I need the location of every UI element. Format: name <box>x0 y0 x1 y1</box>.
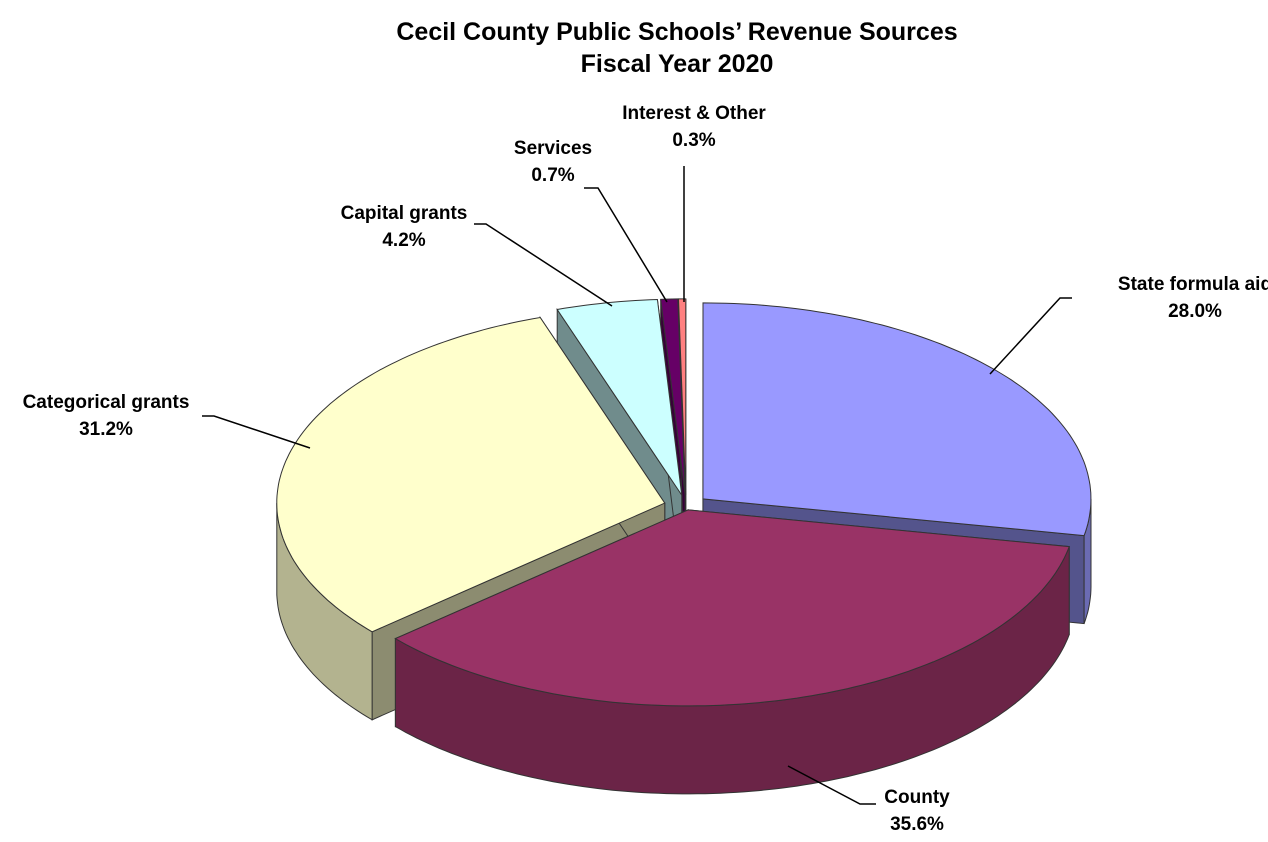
leader-line-capital-grants <box>474 223 613 307</box>
leader-line-services <box>584 187 668 303</box>
slice-value-capital-grants: 4.2% <box>382 230 425 251</box>
slice-label-county: County <box>884 787 950 808</box>
leader-line-categorical-grants <box>202 415 311 449</box>
leader-line-county <box>787 765 876 805</box>
leader-lines <box>202 166 1072 805</box>
slice-value-county: 35.6% <box>890 814 944 835</box>
chart-subtitle: Fiscal Year 2020 <box>580 50 774 78</box>
chart-title-main: Cecil County Public Schools’ Revenue Sou… <box>396 18 958 46</box>
slice-label-services: Services <box>514 138 592 159</box>
slice-value-state-formula-aid: 28.0% <box>1168 301 1222 322</box>
pie-slice-county <box>394 509 1070 795</box>
slice-value-interest-other: 0.3% <box>672 130 715 151</box>
slice-label-categorical-grants: Categorical grants <box>23 392 190 413</box>
slice-labels: State formula aid 28.0% County 35.6% Categor… <box>23 103 1268 835</box>
slice-value-categorical-grants: 31.2% <box>79 419 133 440</box>
pie-slices <box>276 298 1092 795</box>
slice-label-capital-grants: Capital grants <box>341 203 468 224</box>
slice-label-interest-other: Interest & Other <box>622 103 766 124</box>
slice-label-state-formula-aid: State formula aid <box>1118 274 1268 295</box>
chart-title: Cecil County Public Schools’ Revenue Sou… <box>0 16 1268 80</box>
slice-value-services: 0.7% <box>531 165 574 186</box>
leader-line-state-formula-aid <box>989 297 1072 375</box>
